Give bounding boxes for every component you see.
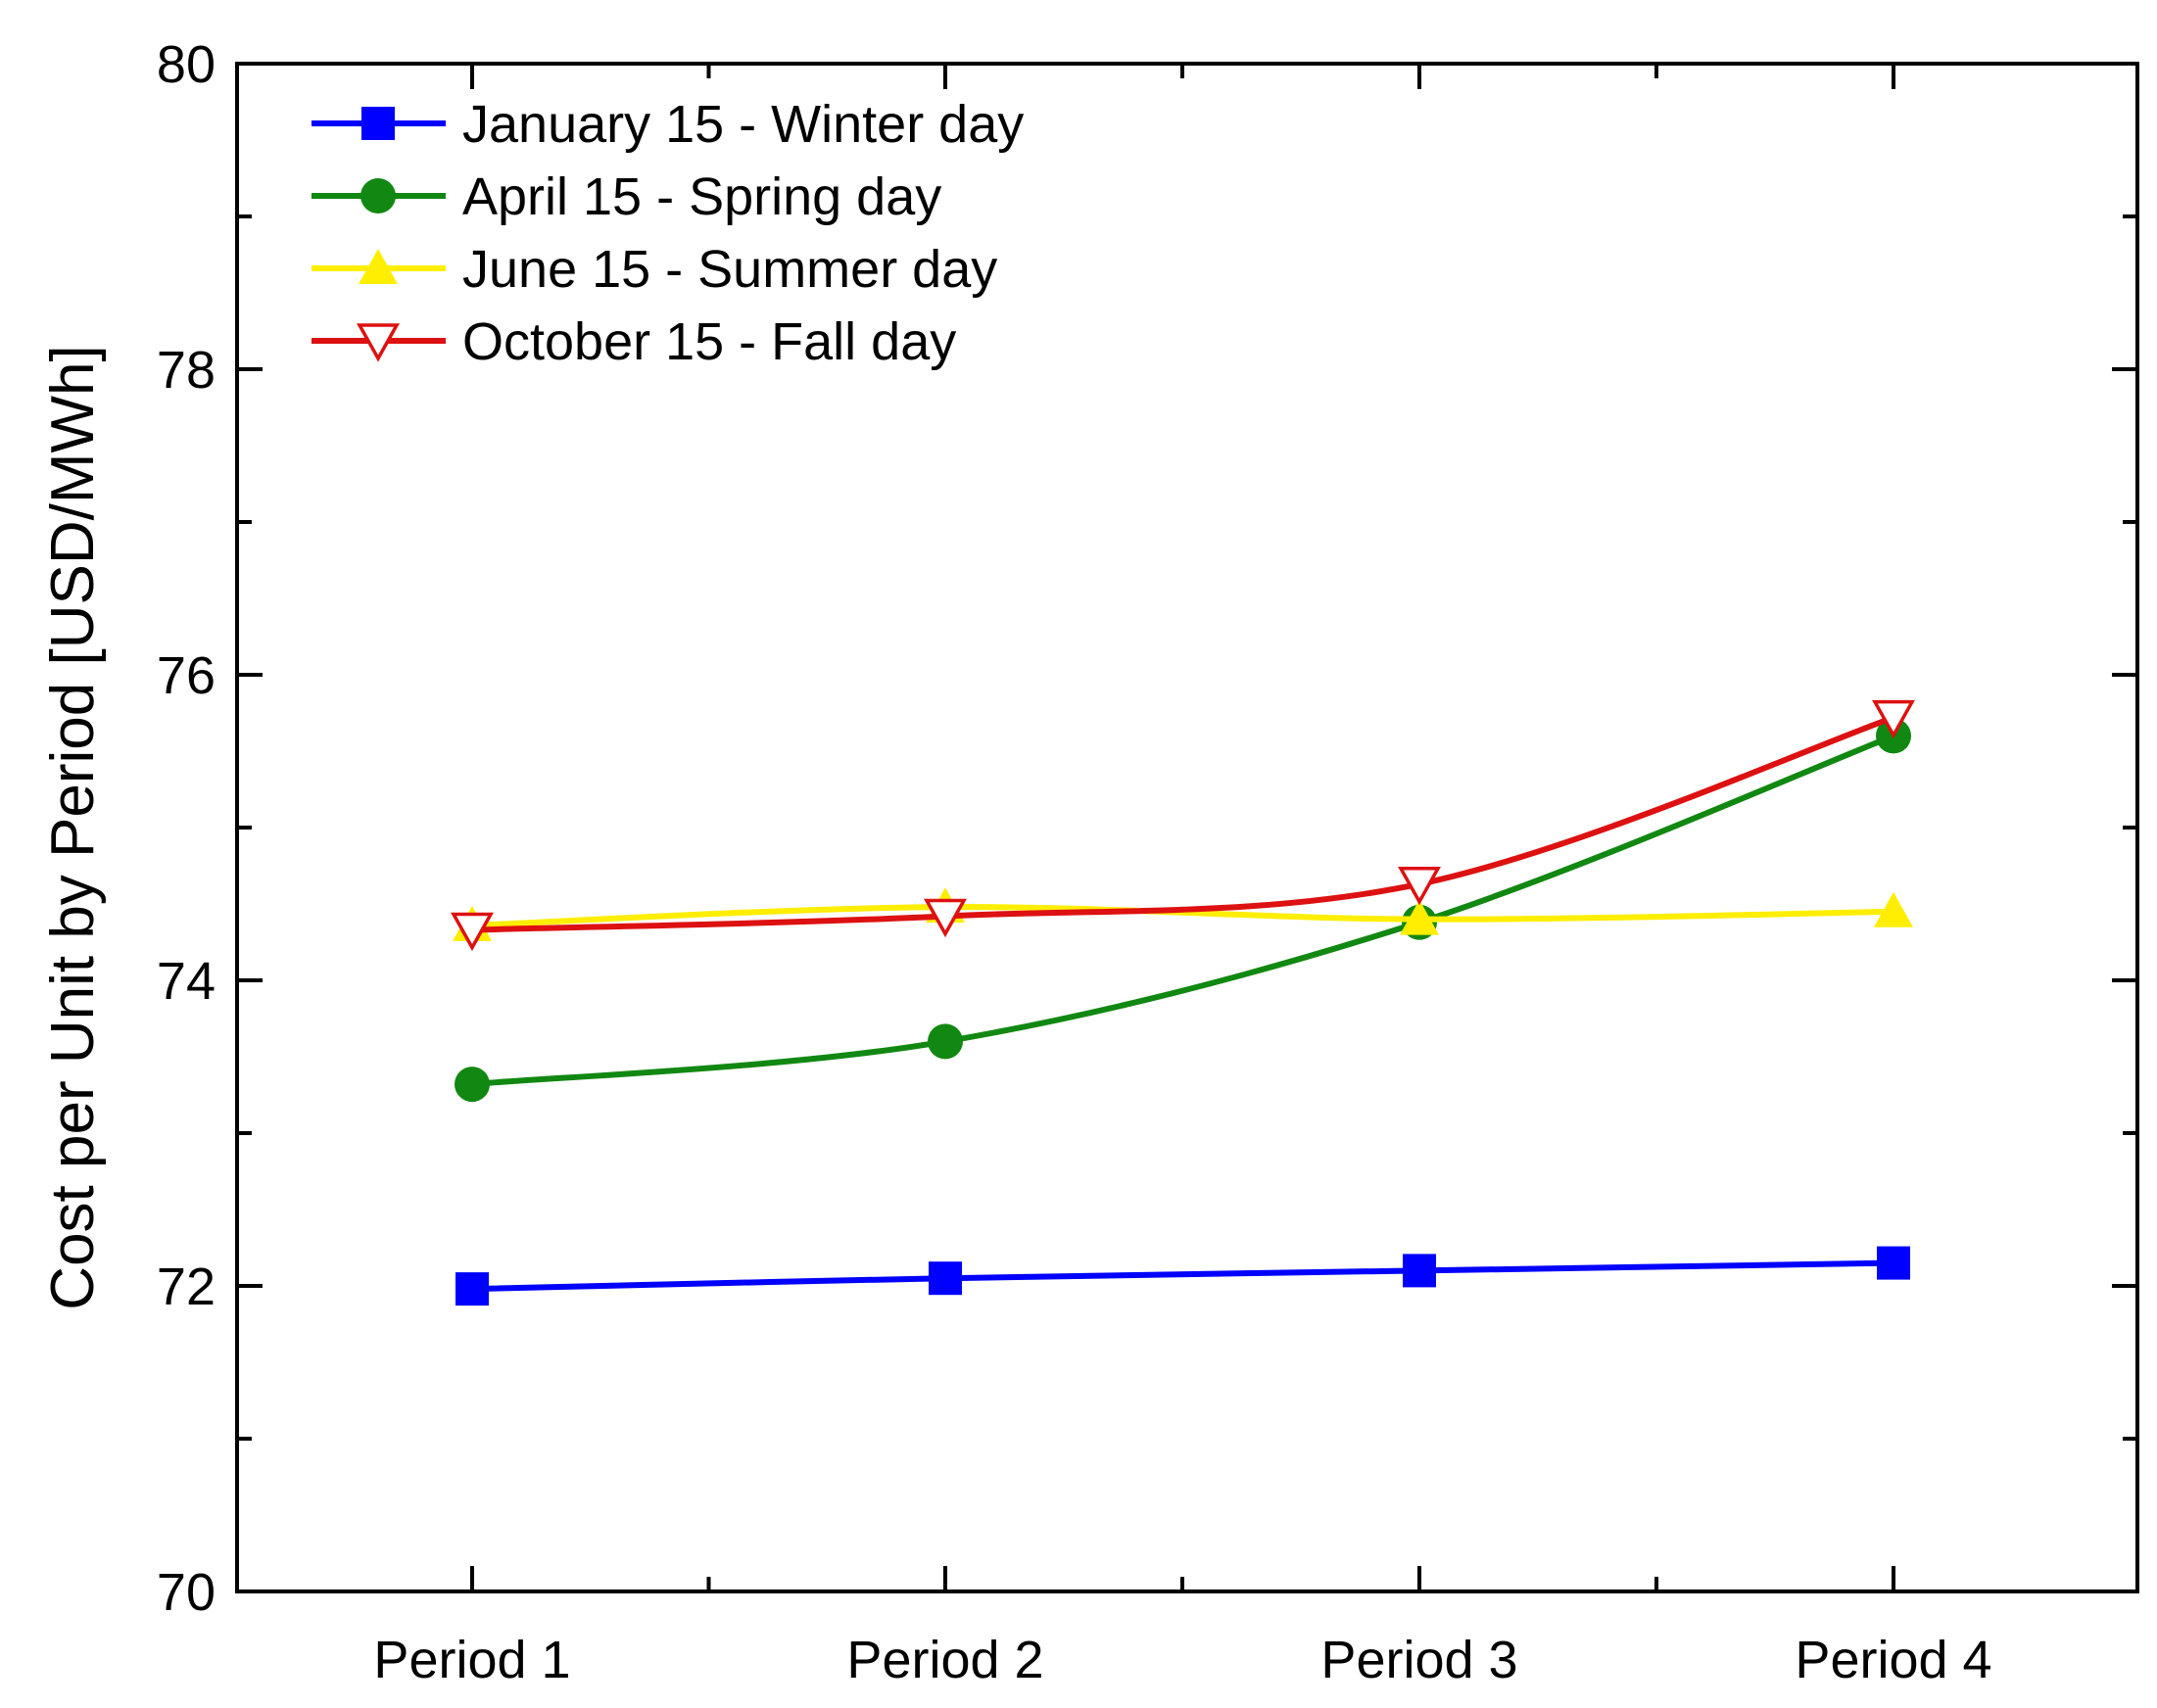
- y-tick-label: 74: [157, 952, 216, 1011]
- series-4: [451, 699, 1915, 952]
- data-point: [455, 1067, 490, 1103]
- x-tick-label: Period 4: [1795, 1631, 1991, 1689]
- series-line: [471, 714, 1894, 933]
- legend-marker: [359, 249, 398, 284]
- y-tick-labels: 70 72 74 76 78 80: [157, 35, 216, 1622]
- y-tick-label: 78: [157, 341, 216, 400]
- data-point: [1403, 1254, 1436, 1288]
- y-tick-label: 80: [157, 35, 216, 94]
- data-point: [451, 912, 494, 952]
- x-tick-label: Period 3: [1320, 1631, 1517, 1689]
- legend-item: April 15 - Spring day: [312, 167, 941, 226]
- series-line: [471, 904, 1894, 928]
- data-point: [1874, 891, 1913, 927]
- y-axis-title: Cost per Unit by Period [USD/MWh]: [39, 345, 107, 1309]
- x-tick-label: Period 2: [846, 1631, 1043, 1689]
- series-1: [455, 1246, 1910, 1306]
- legend-label: June 15 - Summer day: [462, 240, 997, 299]
- x-tick-labels: Period 1 Period 2 Period 3 Period 4: [373, 1631, 1991, 1689]
- legend-item: January 15 - Winter day: [312, 95, 1024, 154]
- data-point: [929, 1261, 962, 1296]
- legend-marker: [357, 323, 400, 362]
- data-point: [1872, 699, 1915, 739]
- data-point: [455, 1272, 489, 1306]
- series-line: [471, 733, 1895, 1088]
- data-point: [924, 898, 967, 938]
- y-tick-label: 70: [157, 1563, 216, 1622]
- legend-label: April 15 - Spring day: [462, 167, 941, 226]
- data-point: [928, 1023, 963, 1060]
- data-point: [1398, 866, 1441, 906]
- series-2: [455, 718, 1911, 1103]
- legend-marker: [360, 178, 396, 214]
- series-group: [451, 699, 1915, 1306]
- series-3: [453, 887, 1913, 941]
- x-tick-label: Period 1: [373, 1631, 570, 1689]
- legend-label: January 15 - Winter day: [462, 95, 1024, 154]
- legend: January 15 - Winter day April 15 - Spring…: [312, 95, 1024, 371]
- series-line: [471, 1259, 1894, 1293]
- data-point: [1877, 1246, 1910, 1280]
- axis-ticks: [237, 62, 2137, 1593]
- y-tick-label: 72: [157, 1257, 216, 1316]
- y-tick-label: 76: [157, 646, 216, 705]
- legend-item: June 15 - Summer day: [312, 240, 997, 299]
- legend-item: October 15 - Fall day: [312, 312, 956, 371]
- data-point: [1400, 899, 1439, 935]
- legend-label: October 15 - Fall day: [462, 312, 956, 371]
- legend-marker: [361, 107, 395, 140]
